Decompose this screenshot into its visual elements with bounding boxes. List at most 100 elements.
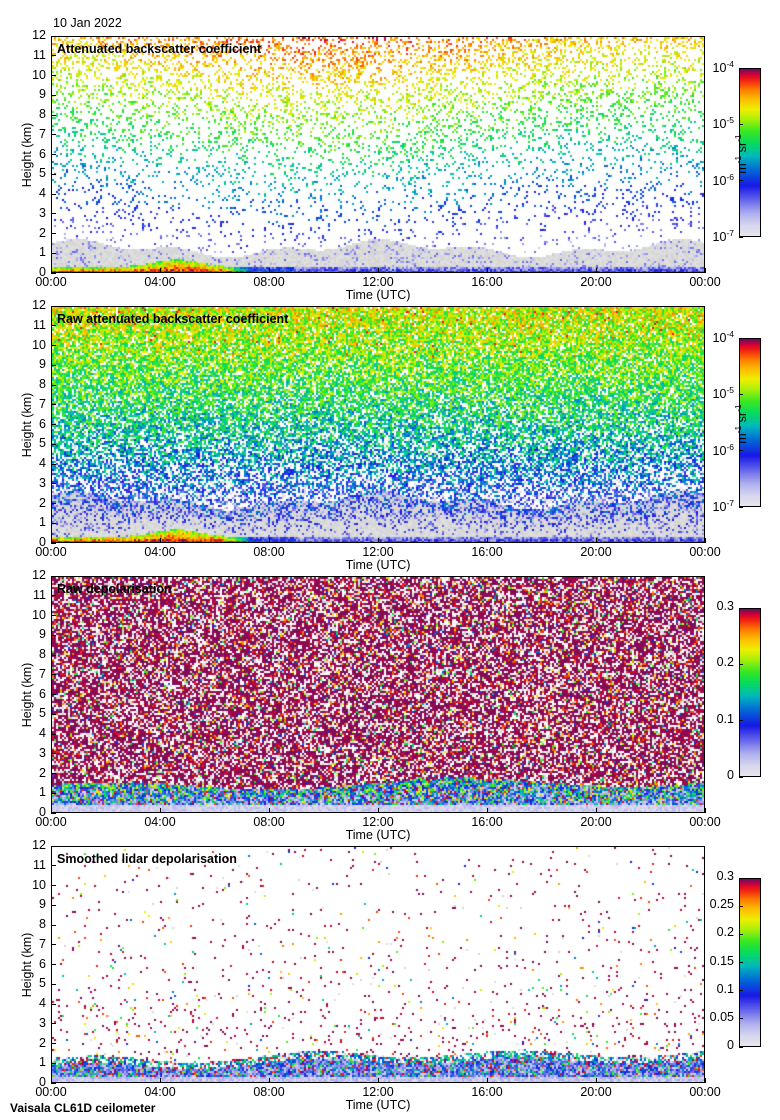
plot-area-2[interactable] [51,306,705,543]
y-tick-mark [51,654,56,656]
y-tick-mark [51,35,56,37]
x-tick-label: 04:00 [144,275,176,289]
x-tick-mark [377,268,379,273]
x-tick-mark [268,1078,270,1083]
y-tick-label: 5 [39,706,46,721]
colorbar-tick-mark [739,663,743,665]
colorbar-label-1: m-1 sr-1 [732,134,750,174]
x-tick-label: 12:00 [362,545,394,559]
y-tick-mark [51,463,56,465]
y-tick-label: 9 [39,897,46,912]
y-tick-mark [51,542,56,544]
y-tick-label: 7 [39,666,46,681]
x-tick-mark [268,538,270,543]
colorbar-tick-mark [739,67,743,69]
panel-title-4: Smoothed lidar depolarisation [57,852,237,866]
colorbar-tick-label: 10-7 [712,498,734,515]
y-tick-mark [51,233,56,234]
colorbar-tick-mark [739,905,743,907]
y-tick-label: 5 [39,436,46,451]
y-tick-mark [51,1003,56,1005]
y-tick-mark [51,674,56,676]
colorbar-tick-mark [739,607,743,609]
x-tick-mark [377,1078,379,1083]
x-tick-label: 08:00 [253,275,285,289]
colorbar-tick-label: 0 [727,1038,734,1052]
x-tick-label: 04:00 [144,815,176,829]
y-tick-label: 7 [39,936,46,951]
x-tick-mark [268,268,270,273]
plot-area-4[interactable] [51,846,705,1083]
y-tick-mark [51,443,56,445]
x-tick-label: 04:00 [144,545,176,559]
x-tick-label: 12:00 [362,275,394,289]
y-tick-mark [51,193,56,195]
y-tick-mark [51,713,56,715]
y-tick-mark [51,503,56,504]
y-tick-mark [51,983,56,985]
y-tick-mark [51,1023,56,1025]
y-tick-mark [51,964,56,965]
colorbar-tick-label: 10-5 [712,385,734,402]
colorbar-2 [739,338,761,507]
plot-area-3[interactable] [51,576,705,813]
x-tick-label: 00:00 [689,815,721,829]
panel-title-3: Raw depolarisation [57,582,172,596]
colorbar-tick-label: 10-4 [712,329,734,346]
y-tick-mark [51,1082,56,1084]
x-axis-label-1: Time (UTC) [345,288,411,302]
colorbar-tick-mark [739,393,743,395]
y-tick-label: 6 [39,686,46,701]
plot-area-1[interactable] [51,36,705,273]
y-tick-mark [51,114,56,116]
x-tick-label: 08:00 [253,545,285,559]
y-tick-label: 6 [39,416,46,431]
y-tick-mark [51,792,56,794]
x-tick-mark [595,268,597,273]
y-tick-mark [51,325,56,327]
y-tick-label: 3 [39,475,46,490]
x-tick-mark [377,538,379,543]
y-tick-label: 5 [39,976,46,991]
x-tick-mark [704,1078,706,1083]
y-tick-label: 8 [39,647,46,661]
colorbar-tick-label: 0.3 [716,869,734,883]
x-axis-label-4: Time (UTC) [345,1098,411,1112]
x-tick-mark [159,808,161,813]
colorbar-tick-label: 0.05 [709,1009,734,1024]
y-tick-label: 5 [39,166,46,181]
panel-title-1: Attenuated backscatter coefficient [57,42,262,56]
y-tick-mark [51,1043,56,1044]
x-tick-label: 00:00 [35,545,67,559]
x-tick-label: 00:00 [35,275,67,289]
colorbar-tick-mark [739,933,743,935]
y-tick-label: 8 [39,377,46,391]
y-tick-mark [51,173,56,175]
y-tick-mark [51,384,56,386]
y-tick-label: 2 [39,225,46,240]
x-tick-label: 12:00 [362,815,394,829]
x-tick-label: 08:00 [253,815,285,829]
y-tick-mark [51,424,56,425]
colorbar-tick-mark [739,776,743,778]
colorbar-tick-mark [739,1018,743,1020]
x-tick-label: 20:00 [580,275,612,289]
footer-caption: Vaisala CL61D ceilometer [10,1101,156,1115]
x-tick-label: 00:00 [689,275,721,289]
colorbar-tick-label: 0.2 [716,655,734,670]
y-tick-label: 12 [32,28,46,42]
y-tick-mark [51,634,56,636]
x-tick-label: 00:00 [689,545,721,559]
x-tick-mark [704,268,706,273]
colorbar-tick-label: 10-6 [712,171,734,188]
x-tick-label: 16:00 [471,1085,503,1099]
y-tick-mark [51,483,56,485]
x-tick-label: 04:00 [144,1085,176,1099]
colorbar-1 [739,68,761,237]
date-label: 10 Jan 2022 [53,16,122,30]
y-tick-label: 10 [32,337,46,352]
x-tick-label: 00:00 [689,1085,721,1099]
x-axis-label-3: Time (UTC) [345,828,411,842]
y-tick-label: 0 [39,805,46,819]
y-tick-label: 12 [32,298,46,312]
